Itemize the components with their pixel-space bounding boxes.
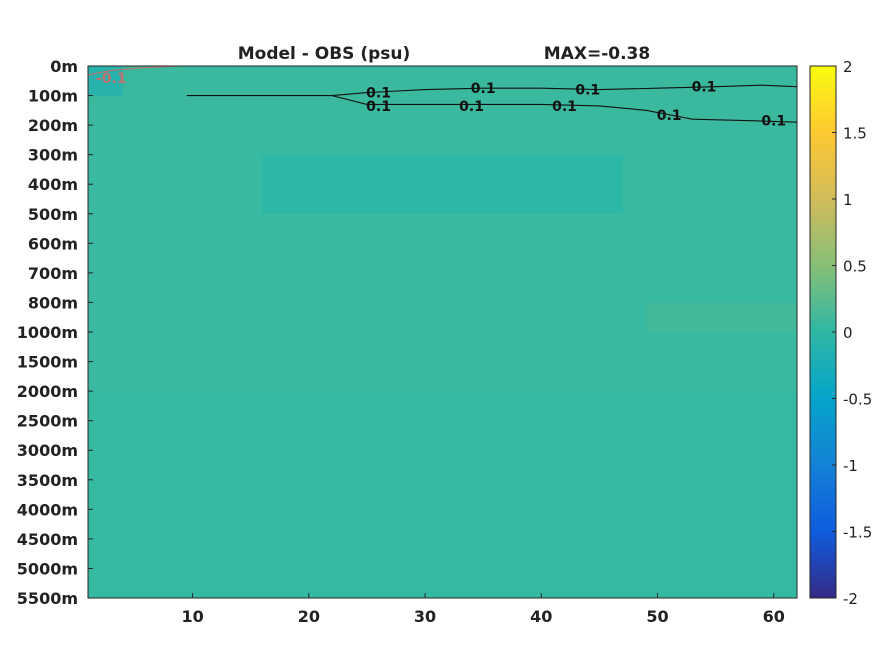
x-tick-label: 20: [298, 607, 320, 626]
y-tick-label: 4000m: [17, 500, 78, 519]
colorbar-tick-label: -2: [843, 590, 858, 608]
x-tick-label: 40: [530, 607, 552, 626]
heatmap-region-3: [262, 154, 623, 214]
heatmap-region-5: [88, 66, 123, 96]
contour-line-0: [186, 84, 798, 97]
heatmap-region-4: [645, 302, 797, 332]
colorbar-ticks: 2 1.5 1 0.5 0 -0.5 -1 -1.5 -2: [832, 58, 872, 608]
y-tick-label: 2500m: [17, 412, 78, 431]
colorbar-gradient: [809, 65, 837, 599]
y-tick-label: 500m: [28, 205, 78, 224]
y-tick-label: 0m: [50, 57, 78, 76]
x-tick-label: 10: [181, 607, 203, 626]
colorbar-tick-label: -0.5: [843, 391, 872, 409]
chart-title: Model - OBS (psu): [238, 44, 411, 64]
contour-label: -0.1: [96, 71, 127, 87]
y-tick-label: 700m: [28, 264, 78, 283]
x-tick-label: 60: [763, 607, 785, 626]
y-tick-label: 1000m: [17, 323, 78, 342]
max-annotation: MAX=-0.38: [544, 44, 650, 64]
y-tick-label: 300m: [28, 146, 78, 165]
y-tick-label: 600m: [28, 234, 78, 253]
y-tick-label: 3000m: [17, 441, 78, 460]
colorbar-tick-label: 0: [843, 324, 853, 342]
colorbar-tick-label: 2: [843, 58, 853, 76]
x-tick-label: 50: [646, 607, 668, 626]
y-tick-label: 5000m: [17, 559, 78, 578]
heatmap-regions: [88, 66, 797, 598]
y-tick-label: 2000m: [17, 382, 78, 401]
contour-label: 0.1: [366, 99, 391, 115]
contour-label: 0.1: [366, 86, 391, 102]
contour-label: 0.1: [692, 80, 717, 96]
contour-label: 0.1: [552, 99, 577, 115]
contour-label: 0.1: [575, 83, 600, 99]
contour-label: 0.1: [761, 114, 786, 130]
contour-label: 0.1: [459, 99, 484, 115]
contour-line-2: [87, 65, 182, 76]
colorbar-tick-label: 1.5: [843, 125, 867, 143]
y-axis-ticks: 0m 100m 200m 300m 400m 500m 600m 700m 800m 1000m 1…: [17, 57, 93, 608]
y-tick-label: 400m: [28, 175, 78, 194]
y-tick-label: 5500m: [17, 589, 78, 608]
y-tick-label: 4500m: [17, 530, 78, 549]
contour-line-1: [331, 95, 798, 123]
y-tick-label: 3500m: [17, 471, 78, 490]
colorbar-tick-label: 1: [843, 191, 853, 209]
contour-label: 0.1: [471, 81, 496, 97]
heatmap-region-2: [88, 391, 797, 598]
contour-lines: 0.1 0.1 0.1 0.10.1 0.1 0.10.1 0.1-0.1: [87, 65, 798, 130]
y-tick-label: 200m: [28, 116, 78, 135]
y-tick-label: 100m: [28, 87, 78, 106]
colorbar: 2 1.5 1 0.5 0 -0.5 -1 -1.5 -2: [809, 58, 872, 608]
colorbar-tick-label: -1: [843, 457, 858, 475]
x-tick-label: 30: [414, 607, 436, 626]
plot-area: 0.1 0.1 0.1 0.10.1 0.1 0.10.1 0.1-0.1: [87, 65, 798, 599]
x-axis-ticks: 10 20 30 40 50 60: [181, 593, 785, 626]
y-tick-label: 800m: [28, 293, 78, 312]
y-tick-label: 1500m: [17, 353, 78, 372]
colorbar-tick-label: -1.5: [843, 524, 872, 542]
contour-label: 0.1: [657, 108, 682, 124]
colorbar-tick-label: 0.5: [843, 258, 867, 276]
